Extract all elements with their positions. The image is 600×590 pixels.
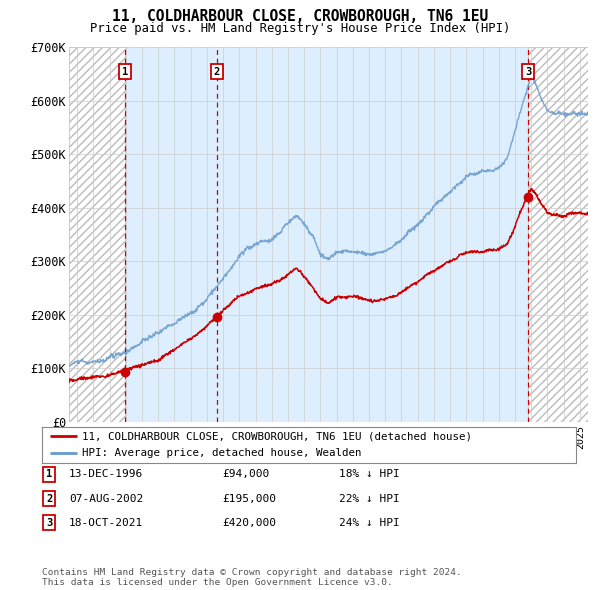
Text: 3: 3 (525, 67, 531, 77)
Text: 1: 1 (122, 67, 128, 77)
Text: 18-OCT-2021: 18-OCT-2021 (69, 518, 143, 527)
Text: 18% ↓ HPI: 18% ↓ HPI (339, 470, 400, 479)
Text: 11, COLDHARBOUR CLOSE, CROWBOROUGH, TN6 1EU: 11, COLDHARBOUR CLOSE, CROWBOROUGH, TN6 … (112, 9, 488, 24)
Text: Price paid vs. HM Land Registry's House Price Index (HPI): Price paid vs. HM Land Registry's House … (90, 22, 510, 35)
Text: Contains HM Land Registry data © Crown copyright and database right 2024.
This d: Contains HM Land Registry data © Crown c… (42, 568, 462, 587)
Text: £94,000: £94,000 (222, 470, 269, 479)
Text: £420,000: £420,000 (222, 518, 276, 527)
Text: 3: 3 (46, 518, 52, 527)
Text: HPI: Average price, detached house, Wealden: HPI: Average price, detached house, Weal… (82, 448, 362, 458)
Text: 22% ↓ HPI: 22% ↓ HPI (339, 494, 400, 503)
Text: 24% ↓ HPI: 24% ↓ HPI (339, 518, 400, 527)
Text: 1: 1 (46, 470, 52, 479)
Text: £195,000: £195,000 (222, 494, 276, 503)
Text: 2: 2 (214, 67, 220, 77)
Text: 11, COLDHARBOUR CLOSE, CROWBOROUGH, TN6 1EU (detached house): 11, COLDHARBOUR CLOSE, CROWBOROUGH, TN6 … (82, 431, 472, 441)
Text: 2: 2 (46, 494, 52, 503)
Text: 07-AUG-2002: 07-AUG-2002 (69, 494, 143, 503)
Text: 13-DEC-1996: 13-DEC-1996 (69, 470, 143, 479)
